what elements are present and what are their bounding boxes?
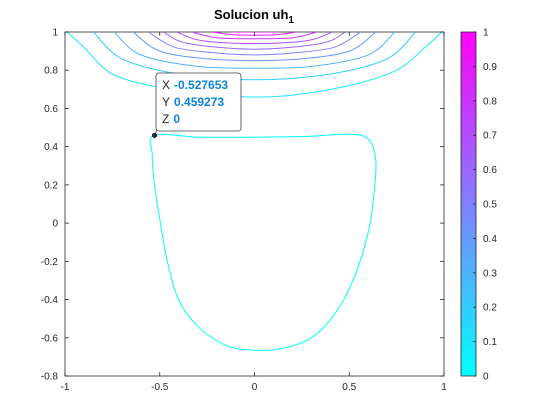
- colorbar-ticks: 0 0.1 0.2 0.3 0.4 0.5 0.6 0.7 0.8 0.9 1: [473, 28, 497, 383]
- y-tick-label: 0: [52, 219, 58, 230]
- y-tick-label: -0.4: [41, 295, 59, 306]
- colorbar-tick-label: 0.3: [483, 268, 497, 279]
- contour-level-0.4: [132, 32, 377, 62]
- contour-level-0.5: [148, 32, 361, 56]
- chart-title-main: Solucion uh: [214, 7, 288, 22]
- y-tick-label: -0.8: [41, 372, 59, 383]
- x-tick-label: 1: [441, 382, 447, 393]
- colorbar-tick-label: 0.1: [483, 337, 497, 348]
- contour-level-0.7: [176, 32, 333, 45]
- y-tick-label: 0.4: [44, 142, 58, 153]
- colorbar-tick-label: 0: [483, 372, 489, 383]
- contour-level-0.1: [66, 32, 443, 98]
- datatip-z-value: 0: [173, 112, 180, 126]
- colorbar-tick-label: 0.6: [483, 165, 497, 176]
- plot-area: [64, 31, 445, 377]
- x-tick-labels: -1 -0.5 0 0.5 1: [61, 382, 448, 393]
- contour-level-0.8: [191, 32, 318, 40]
- colorbar-tick-label: 0.4: [483, 234, 497, 245]
- y-tick-label: 0.2: [44, 180, 58, 191]
- x-tick-label: -1: [61, 382, 70, 393]
- datatip-box[interactable]: [155, 72, 242, 132]
- datatip-x-row: X -0.527653: [162, 78, 228, 92]
- y-tick-label: -0.2: [41, 257, 59, 268]
- x-tick-label: 0: [252, 382, 258, 393]
- chart-title: Solucion uh1: [214, 7, 294, 26]
- datatip-y-row: Y 0.459273: [162, 95, 224, 109]
- axis-ticks: [64, 31, 445, 377]
- datatip-x-label: X: [162, 78, 170, 92]
- y-tick-label: 0.6: [44, 104, 58, 115]
- colorbar-tick-label: 0.2: [483, 303, 497, 314]
- chart-title-subscript: 1: [288, 15, 294, 26]
- colorbar-tick-label: 1: [483, 28, 489, 39]
- contour-level-0.2: [93, 32, 416, 81]
- contour-level-0.3: [113, 32, 396, 69]
- datatip-y-label: Y: [162, 95, 170, 109]
- datatip-x-value: -0.527653: [174, 78, 228, 92]
- colorbar-tick-label: 0.9: [483, 62, 497, 73]
- contour-level-0: [149, 133, 377, 351]
- x-tick-label: 0.5: [342, 382, 356, 393]
- y-tick-label: -0.6: [41, 333, 59, 344]
- datatip-y-value: 0.459273: [174, 95, 224, 109]
- contour-level-0.6: [163, 32, 346, 50]
- y-tick-label: 1: [52, 28, 58, 39]
- contour-lines: [66, 32, 443, 351]
- y-tick-label: 0.8: [44, 66, 58, 77]
- colorbar-tick-label: 0.7: [483, 131, 497, 142]
- datatip-marker[interactable]: [151, 132, 158, 138]
- x-tick-label: -0.5: [151, 382, 169, 393]
- colorbar-tick-label: 0.5: [483, 200, 497, 211]
- y-tick-labels: -0.8 -0.6 -0.4 -0.2 0 0.2 0.4 0.6 0.8 1: [41, 28, 59, 383]
- colorbar-tick-label: 0.8: [483, 96, 497, 107]
- datatip-z-label: Z: [162, 112, 169, 126]
